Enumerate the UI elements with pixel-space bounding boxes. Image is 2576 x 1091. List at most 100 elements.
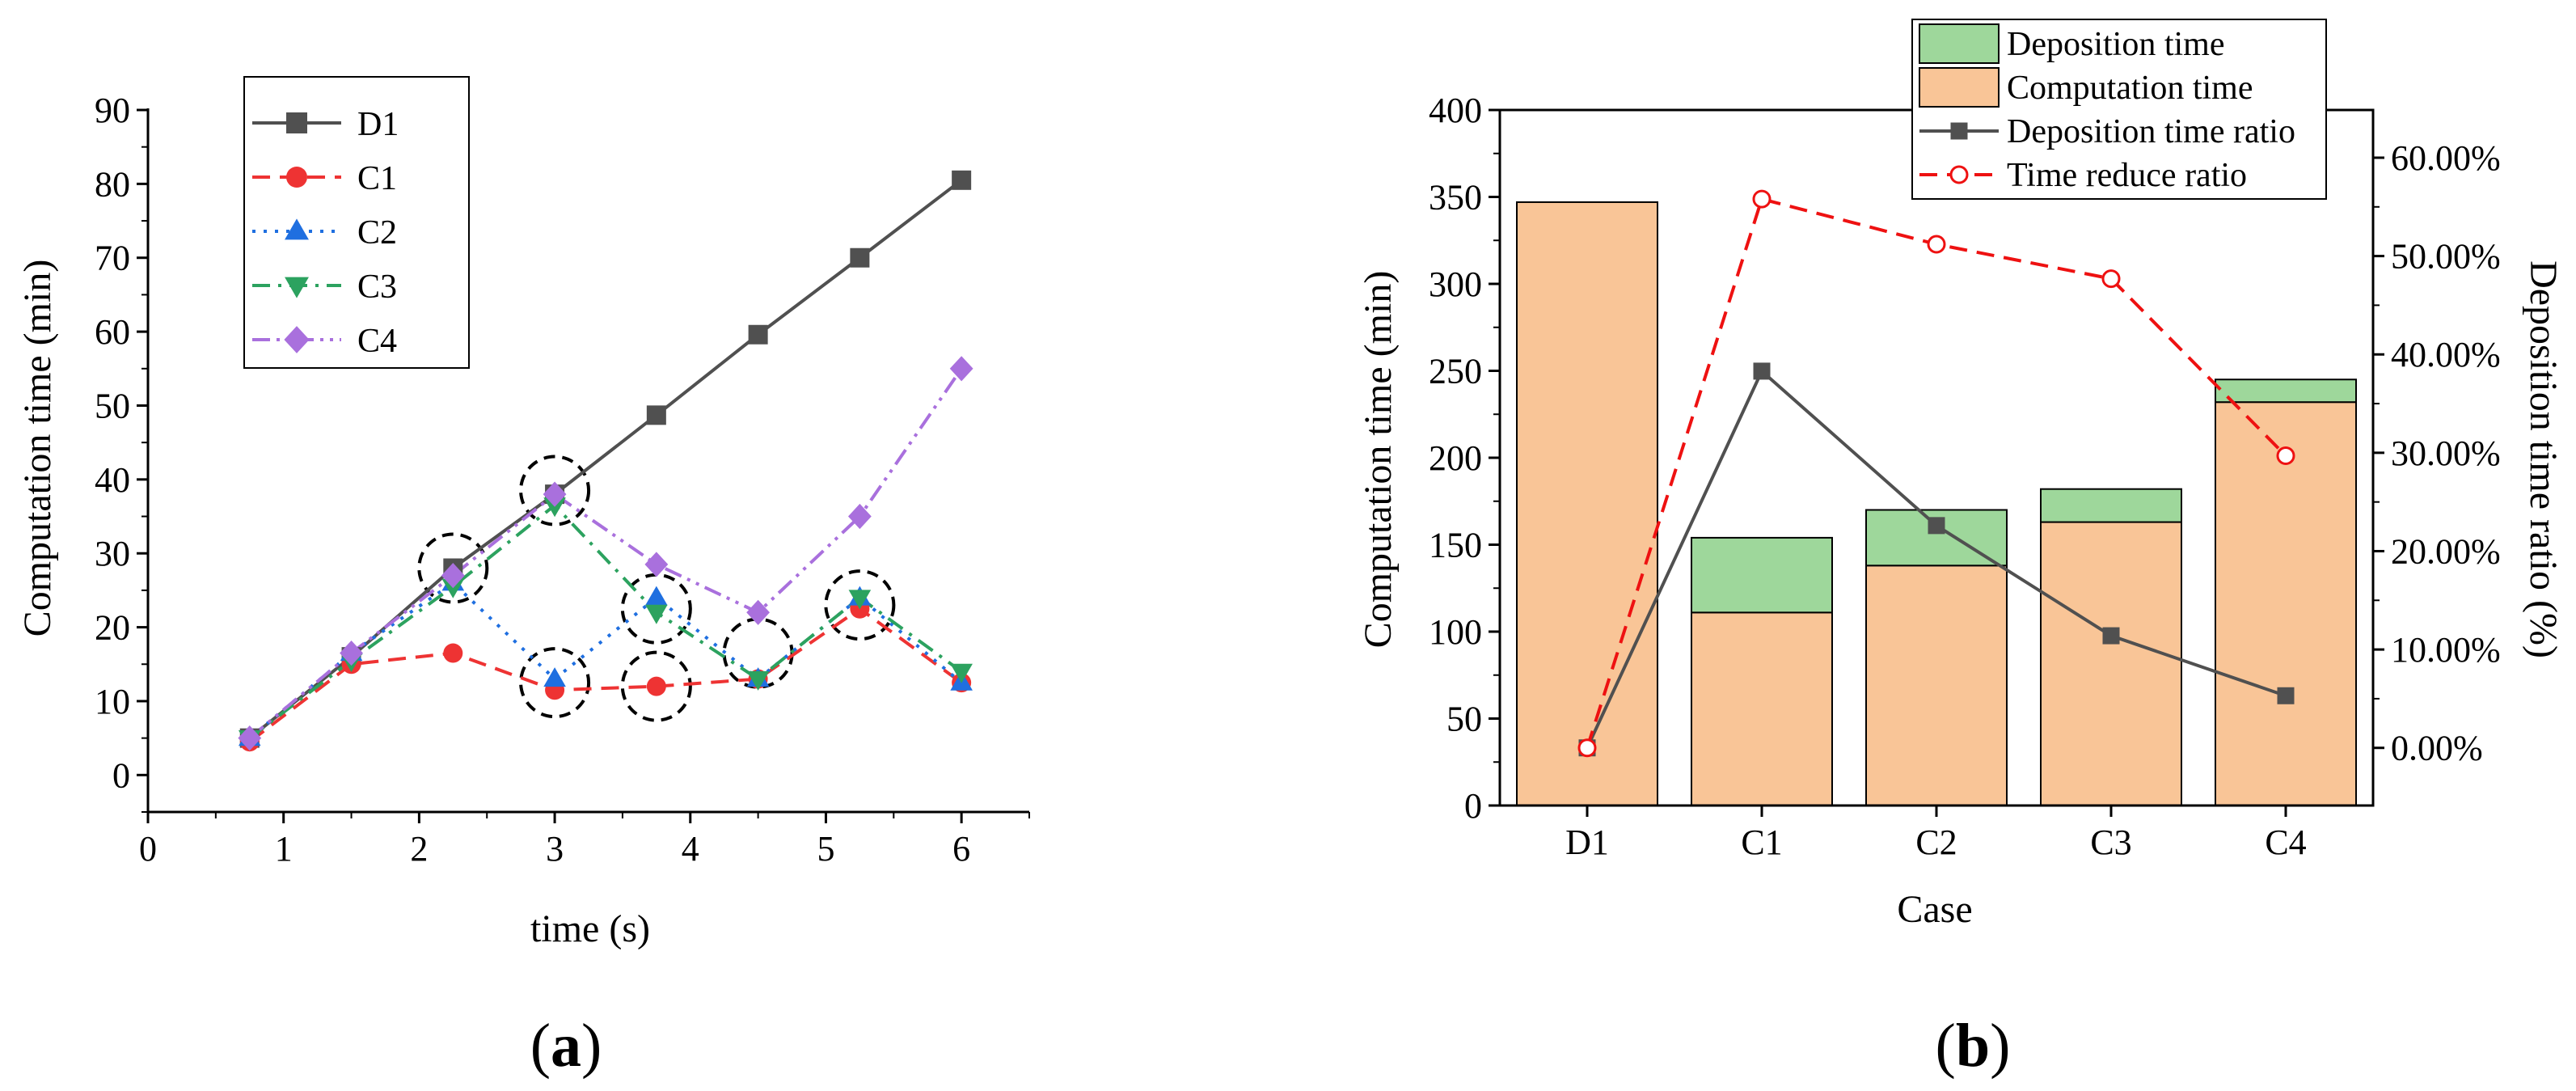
deposition-time-ratio-point (1753, 362, 1771, 380)
series-c2-point (645, 586, 668, 606)
series-c4-point (238, 725, 262, 751)
panel-b-legend-box (1911, 19, 2327, 200)
legend-deposition-time-label: Deposition time (2007, 26, 2224, 63)
panel-a-dashed-circle-annotation (519, 647, 591, 719)
panel-a-y-tick-label: 10 (95, 682, 130, 721)
series-c2-point (543, 667, 566, 687)
panel-b-x-tick-label: C2 (1915, 822, 1957, 862)
panel-b-y-tick-label: 300 (1429, 264, 1482, 304)
panel-a-dashed-circle-annotation (417, 532, 489, 604)
panel-a-y-tick-label: 30 (95, 534, 130, 573)
legend-time-reduce-ratio-label: Time reduce ratio (2007, 157, 2247, 194)
series-c3-point (746, 670, 770, 691)
panel-a-y-tick-label: 40 (95, 460, 130, 500)
panel-a-x-tick-label: 3 (546, 829, 564, 869)
series-c4-point (847, 503, 872, 530)
panel-b-y-tick-label: 250 (1429, 352, 1482, 391)
time-reduce-ratio-point (1927, 235, 1946, 254)
series-c1-point (646, 676, 666, 696)
panel-a-dashed-circle-annotation (620, 650, 692, 722)
panel-b-y-tick-label: 0 (1464, 786, 1482, 826)
panel-a-label: (a) (530, 1012, 602, 1080)
panel-b-label-letter: b (1956, 1012, 1990, 1080)
panel-b-y2-tick-label: 20.00% (2391, 531, 2501, 571)
panel-b-y2-tick-label: 10.00% (2391, 630, 2501, 670)
series-c3-point (950, 663, 973, 683)
panel-a-y-tick-label: 90 (95, 91, 130, 130)
panel-a-x-tick-label: 6 (952, 829, 970, 869)
panel-a-x-tick-label: 5 (817, 829, 834, 869)
panel-b-axes: 0 50 100 150 200 250 300 350 400 0.00% 10.00% 20.00… (1429, 91, 2501, 862)
series-c4-point (441, 563, 465, 589)
series-c4-point (746, 599, 771, 625)
panel-a-y-tick-label: 50 (95, 386, 130, 425)
panel-a-y-axis-title: Computation time (min) (16, 260, 59, 637)
time-reduce-ratio-point (1577, 738, 1597, 758)
bar-deposition-time-c3 (2040, 488, 2182, 523)
time-reduce-ratio-point (2101, 269, 2121, 289)
panel-a-x-tick-label: 2 (410, 829, 428, 869)
panel-b-legend: Deposition time Computation time Depositio… (1911, 19, 2327, 200)
panel-b-y2-tick-label: 50.00% (2391, 237, 2501, 277)
series-c4-point (543, 481, 567, 507)
series-c4-point (644, 552, 669, 577)
panel-b-label: (b) (1936, 1012, 2011, 1080)
legend-c1-label: C1 (357, 160, 397, 197)
legend-c1-marker (286, 167, 307, 188)
panel-b-y-tick-label: 200 (1429, 438, 1482, 478)
series-c1-point (443, 643, 463, 663)
panel-b-y2-tick-label: 30.00% (2391, 433, 2501, 473)
panel-b-bars (1516, 201, 2357, 806)
bar-computation-time-c2 (1865, 565, 2008, 806)
legend-computation-time-swatch (1919, 67, 2000, 108)
series-d1-point (748, 324, 768, 345)
panel-a-dashed-circle-annotation (824, 569, 896, 641)
panel-b-y-tick-label: 50 (1446, 700, 1482, 739)
deposition-time-ratio-point (2277, 687, 2295, 704)
series-c4-point (340, 640, 363, 666)
panel-b-ratio-lines (1577, 189, 2295, 758)
legend-deposition-time-swatch (1919, 23, 2000, 64)
legend-c4-label: C4 (357, 323, 397, 360)
panel-a-dashed-circle-annotation (519, 455, 591, 526)
panel-a-y-tick-label: 20 (95, 608, 130, 648)
panel-a-y-tick-label: 60 (95, 312, 130, 352)
panel-a-x-tick-label: 1 (275, 829, 293, 869)
panel-b-x-tick-label: D1 (1565, 822, 1609, 862)
panel-a-x-tick-label: 0 (139, 829, 157, 869)
series-d1-point (646, 405, 666, 425)
panel-b-right-y-axis-title: Deposition time ratio (%) (2522, 260, 2565, 658)
legend-time-reduce-ratio-marker (1949, 165, 1969, 184)
series-c1-line (248, 607, 963, 743)
deposition-time-ratio-point (2102, 627, 2120, 645)
panel-a-y-tick-label: 70 (95, 239, 130, 278)
panel-a-x-axis-title: time (s) (530, 907, 650, 950)
series-c3-line (248, 503, 963, 740)
panel-b-bar-line-chart: 0 50 100 150 200 250 300 350 400 0.00% 10.00% 20.00… (1357, 19, 2565, 1080)
series-c4-line (248, 367, 963, 740)
panel-b-x-tick-label: C1 (1741, 822, 1782, 862)
panel-a-y-tick-label: 80 (95, 164, 130, 204)
series-c3-point (645, 604, 668, 624)
panel-b-y2-tick-label: 40.00% (2391, 335, 2501, 374)
series-d1-point (850, 247, 870, 268)
bar-deposition-time-c1 (1691, 536, 1833, 614)
panel-a-legend: D1 C1 C2 C3 C4 (243, 76, 470, 369)
panel-a-legend-box (243, 76, 470, 369)
series-c3-point (543, 497, 566, 518)
time-reduce-ratio-point (1752, 189, 1772, 209)
panel-b-x-tick-label: C4 (2265, 822, 2306, 862)
series-c4-point (949, 356, 973, 382)
series-d1-point (952, 170, 972, 190)
series-c3-point (441, 578, 465, 598)
legend-d1-marker (286, 112, 307, 133)
series-d1-line (248, 179, 963, 740)
panel-a-x-tick-label: 4 (682, 829, 699, 869)
legend-d1-label: D1 (357, 106, 399, 143)
bar-computation-time-c3 (2040, 521, 2182, 806)
legend-c2-label: C2 (357, 214, 397, 252)
bar-computation-time-d1 (1516, 201, 1658, 806)
legend-deposition-time-ratio-label: Deposition time ratio (2007, 113, 2295, 150)
legend-c3-marker (285, 277, 309, 298)
